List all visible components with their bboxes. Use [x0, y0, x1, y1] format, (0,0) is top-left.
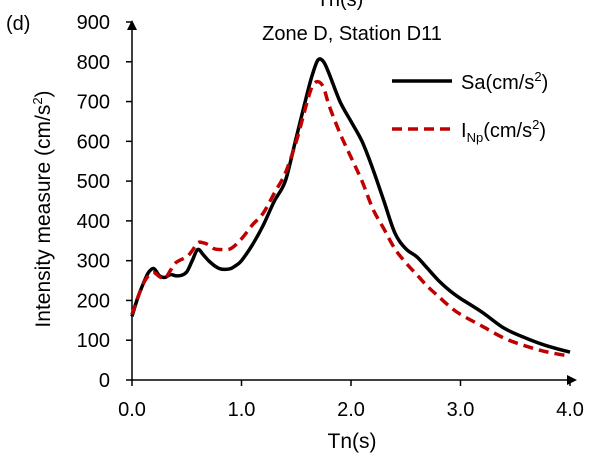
- legend-sa-main: Sa(cm/s: [461, 72, 534, 94]
- y-tick-label: 900: [77, 12, 110, 34]
- legend-sa-close: ): [542, 72, 549, 94]
- series-line-inp: [130, 79, 571, 358]
- legend-label-inp: INp(cm/s2): [461, 117, 546, 145]
- y-tick-label: 500: [77, 171, 110, 193]
- x-tick-label: 3.0: [447, 399, 475, 421]
- y-axis-label-main: Intensity measure (cm/s: [32, 105, 55, 328]
- legend-label-sa: Sa(cm/s2): [461, 69, 548, 94]
- y-tick-label: 600: [77, 131, 110, 153]
- y-axis-label: Intensity measure (cm/s2): [30, 90, 55, 327]
- y-axis-label-close: ): [32, 90, 55, 97]
- top-axis-label: Tn(s): [317, 0, 364, 11]
- y-axis-label-sup: 2: [30, 97, 45, 104]
- x-tick-label: 4.0: [556, 399, 584, 421]
- legend-inp-close: ): [539, 120, 546, 142]
- y-tick-label: 100: [77, 330, 110, 352]
- y-tick-label: 400: [77, 211, 110, 233]
- x-tick-label: 0.0: [118, 399, 146, 421]
- chart-title: Zone D, Station D11: [262, 23, 442, 45]
- legend-sa-sup: 2: [534, 69, 541, 84]
- y-tick-label: 200: [77, 290, 110, 312]
- y-tick-label: 0: [99, 370, 110, 392]
- legend-inp-sup: 2: [532, 117, 539, 132]
- x-axis-label: Tn(s): [328, 430, 377, 453]
- legend-inp-unit: (cm/s: [483, 120, 532, 142]
- x-tick-label: 2.0: [337, 399, 365, 421]
- y-tick-label: 700: [77, 92, 110, 114]
- panel-label: (d): [6, 13, 30, 35]
- y-tick-label: 300: [77, 251, 110, 273]
- y-tick-label: 800: [77, 52, 110, 74]
- axis-ticks: 0 100 200 300 400 500 600 700 800 900 0.0 1.0 2.0 3.0…: [77, 12, 584, 421]
- legend-inp-sub: Np: [467, 130, 484, 145]
- legend-inp-main: I: [461, 120, 467, 142]
- legend: Sa(cm/s2) INp(cm/s2): [392, 69, 548, 145]
- series-line-sa: [130, 57, 571, 354]
- x-tick-label: 1.0: [228, 399, 256, 421]
- series-layer: [130, 57, 571, 358]
